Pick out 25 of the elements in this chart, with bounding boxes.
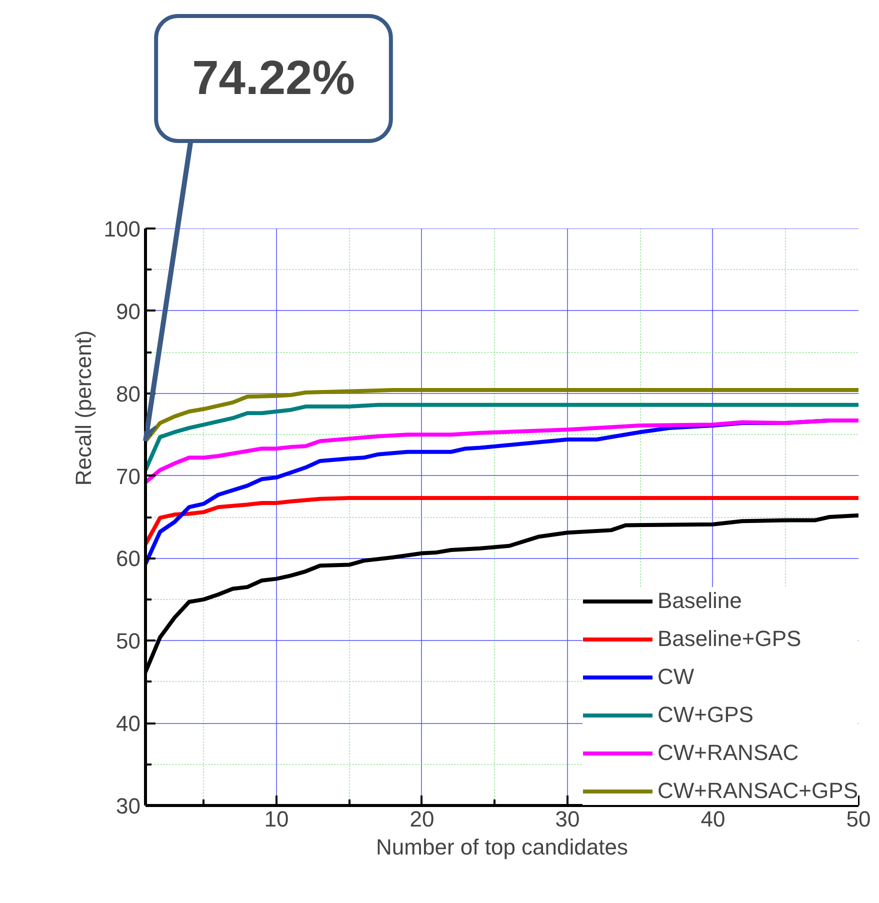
y-tick-label: 50 [116, 628, 141, 654]
legend-label: CW+GPS [658, 701, 754, 729]
annotation: 74.22% [192, 52, 355, 105]
y-tick-label: 70 [116, 464, 141, 489]
x-tick-label: 40 [700, 806, 726, 832]
x-axis-title: Number of top candidates [376, 834, 628, 860]
legend-label: CW [658, 663, 694, 691]
y-tick-label: 80 [116, 381, 141, 406]
legend-label: CW+RANSAC+GPS [658, 777, 858, 805]
x-tick-label: 10 [264, 806, 289, 832]
x-tick-label: 50 [846, 806, 871, 832]
y-axis-title: Recall (percent) [70, 330, 96, 486]
y-tick-label: 40 [116, 711, 141, 736]
line-series [146, 388, 858, 444]
x-tick-label: 30 [555, 806, 580, 832]
y-tick-label: 100 [104, 216, 141, 242]
legend-label: CW+RANSAC [658, 739, 799, 767]
x-tick-label: 20 [410, 806, 434, 832]
y-tick-label: 60 [116, 546, 141, 572]
legend-label: Baseline [658, 587, 742, 615]
y-tick-label: 90 [116, 298, 141, 324]
line-series [146, 418, 858, 484]
legend-label: Baseline+GPS [658, 625, 802, 653]
line-series [146, 496, 858, 546]
line-series [146, 402, 858, 472]
